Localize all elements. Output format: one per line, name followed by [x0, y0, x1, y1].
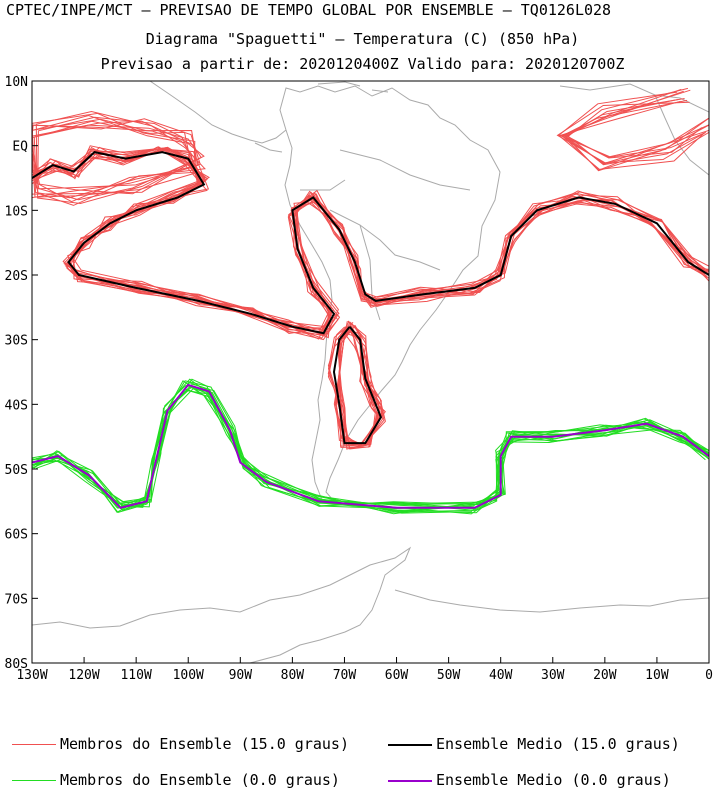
- member-15-contour: [32, 146, 706, 333]
- legend-mean-0-label: Ensemble Medio (0.0 graus): [436, 771, 671, 789]
- lat-tick-label: EQ: [12, 140, 28, 155]
- lat-tick-label: 40S: [5, 398, 28, 413]
- lon-tick-label: 60W: [385, 668, 409, 683]
- lon-tick-label: 110W: [120, 668, 151, 683]
- legend-mean-15-label: Ensemble Medio (15.0 graus): [436, 735, 680, 753]
- member-15-contour: [567, 87, 707, 166]
- title-line-1: CPTEC/INPE/MCT – PREVISAO DE TEMPO GLOBA…: [6, 1, 612, 19]
- legend-members-15-label: Membros do Ensemble (15.0 graus): [60, 735, 349, 753]
- lat-tick-label: 70S: [5, 592, 28, 607]
- legend-mean-15-swatch: [388, 743, 432, 746]
- antarctica-coast: [32, 546, 412, 663]
- legend-members-0: Membros do Ensemble (0.0 graus): [12, 771, 340, 789]
- lon-tick-label: 50W: [437, 668, 461, 683]
- member-0-contour: [32, 383, 706, 515]
- lon-tick-label: 90W: [229, 668, 253, 683]
- member-15-contour: [32, 112, 196, 198]
- south-america-coast: [279, 85, 501, 501]
- legend-mean-0-swatch: [388, 779, 432, 782]
- legend-members-0-swatch: [12, 780, 56, 781]
- legend-mean-0: Ensemble Medio (0.0 graus): [388, 771, 671, 789]
- member-0-contour: [35, 388, 709, 513]
- mean-15-contour: [32, 151, 709, 335]
- member-15-contour: [32, 120, 193, 199]
- lon-tick-label: 120W: [68, 668, 99, 683]
- member-15-contour: [557, 91, 705, 170]
- lon-tick-label: 80W: [281, 668, 305, 683]
- lon-tick-label: 100W: [173, 668, 204, 683]
- coastline-layer: [32, 81, 709, 663]
- lon-tick-label: 70W: [333, 668, 357, 683]
- member-15-contour: [561, 99, 709, 171]
- lon-tick-label: 30W: [541, 668, 565, 683]
- lon-tick-label: 20W: [593, 668, 617, 683]
- member-0-contour: [32, 389, 706, 514]
- legend-mean-15: Ensemble Medio (15.0 graus): [388, 735, 680, 753]
- member-15-contour: [33, 124, 202, 201]
- member-15-contour: [32, 147, 708, 339]
- lat-tick-label: 60S: [5, 528, 28, 543]
- lon-tick-label: 10W: [645, 668, 669, 683]
- member-15-contour: [564, 88, 709, 172]
- lat-tick-label: 80S: [5, 657, 28, 672]
- legend-members-0-label: Membros do Ensemble (0.0 graus): [60, 771, 340, 789]
- title-line-3: Previsao a partir de: 2020120400Z Valido…: [100, 55, 625, 73]
- lon-tick-label: 40W: [489, 668, 513, 683]
- mean-0-contour: [32, 383, 709, 509]
- legend-members-15: Membros do Ensemble (15.0 graus): [12, 735, 349, 753]
- lat-tick-label: 50S: [5, 463, 28, 478]
- lat-tick-label: 10S: [5, 204, 28, 219]
- title-line-2: Diagrama "Spaguetti" – Temperatura (C) (…: [145, 30, 580, 48]
- mean-15-contour: [332, 326, 383, 445]
- means-layer: [32, 151, 709, 509]
- member-15-contour: [36, 148, 708, 341]
- central-america-coast: [149, 81, 287, 144]
- africa-coast: [559, 83, 709, 113]
- lat-tick-label: 20S: [5, 269, 28, 284]
- lat-tick-label: 30S: [5, 334, 28, 349]
- member-15-contour: [33, 146, 709, 340]
- legend-members-15-swatch: [12, 744, 56, 745]
- plot-frame: [31, 80, 710, 664]
- member-15-contour: [34, 146, 706, 329]
- lon-tick-label: 130W: [16, 668, 47, 683]
- lon-tick-label: 0: [705, 668, 713, 683]
- member-15-contour: [35, 110, 206, 203]
- member-15-contour: [32, 147, 709, 328]
- member-15-contour: [32, 118, 199, 199]
- lat-tick-label: 10N: [5, 75, 28, 90]
